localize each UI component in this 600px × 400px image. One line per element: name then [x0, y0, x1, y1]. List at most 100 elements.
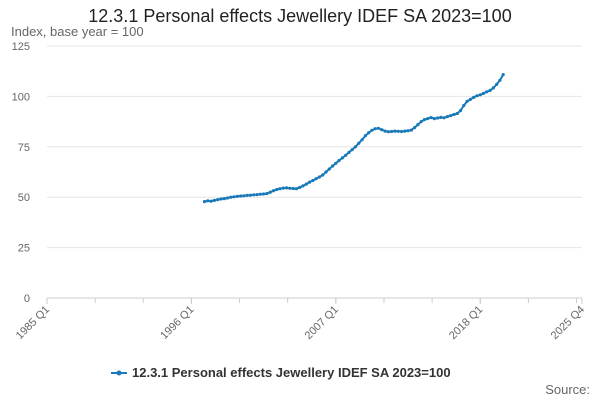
data-point[interactable]	[350, 148, 354, 152]
data-point[interactable]	[248, 193, 253, 197]
data-point[interactable]	[242, 194, 246, 198]
data-point[interactable]	[468, 97, 472, 101]
data-point[interactable]	[311, 178, 315, 183]
data-point[interactable]	[498, 78, 502, 82]
data-point[interactable]	[478, 93, 482, 97]
data-point[interactable]	[265, 192, 269, 196]
data-point[interactable]	[212, 198, 216, 202]
data-point[interactable]	[209, 199, 213, 203]
data-point[interactable]	[491, 86, 495, 90]
data-point[interactable]	[301, 184, 305, 188]
data-point[interactable]	[439, 115, 443, 119]
data-point[interactable]	[232, 195, 236, 199]
data-point[interactable]	[268, 190, 272, 194]
data-point[interactable]	[239, 194, 243, 198]
data-point[interactable]	[360, 138, 364, 142]
data-point[interactable]	[406, 129, 410, 133]
data-point[interactable]	[229, 195, 233, 199]
data-point[interactable]	[419, 120, 423, 124]
data-point[interactable]	[275, 187, 279, 192]
data-point[interactable]	[344, 153, 348, 157]
data-point[interactable]	[222, 197, 226, 201]
data-point[interactable]	[340, 156, 344, 160]
data-point[interactable]	[304, 182, 308, 186]
data-point[interactable]	[403, 129, 407, 133]
data-point[interactable]	[337, 158, 341, 163]
data-point[interactable]	[298, 185, 302, 190]
data-point[interactable]	[285, 186, 289, 190]
data-point[interactable]	[258, 192, 262, 196]
data-point[interactable]	[288, 186, 292, 190]
data-point[interactable]	[353, 145, 358, 149]
data-point[interactable]	[317, 175, 321, 179]
data-point[interactable]	[436, 116, 440, 120]
data-point[interactable]	[452, 112, 456, 117]
data-point[interactable]	[308, 180, 312, 184]
data-point[interactable]	[432, 117, 436, 121]
data-point[interactable]	[422, 118, 427, 122]
data-point[interactable]	[488, 88, 492, 92]
data-point[interactable]	[294, 187, 298, 191]
y-tick-label: 100	[12, 91, 30, 103]
data-point[interactable]	[455, 111, 459, 116]
data-point[interactable]	[472, 95, 476, 99]
data-point[interactable]	[216, 198, 220, 202]
data-point[interactable]	[465, 99, 469, 103]
y-tick-label: 25	[18, 243, 30, 255]
data-point[interactable]	[327, 167, 331, 171]
data-point[interactable]	[278, 187, 282, 191]
data-point[interactable]	[262, 192, 266, 196]
data-point[interactable]	[399, 129, 404, 134]
data-point[interactable]	[367, 131, 371, 135]
data-point[interactable]	[206, 199, 210, 203]
data-point[interactable]	[462, 103, 466, 108]
data-point[interactable]	[426, 117, 430, 121]
data-point[interactable]	[501, 73, 505, 77]
x-axis: 1985 Q1 1996 Q1 2007 Q1 2018 Q1 2025 Q4	[14, 298, 587, 342]
data-point[interactable]	[347, 150, 351, 154]
data-point[interactable]	[357, 141, 361, 145]
data-point[interactable]	[373, 127, 377, 131]
data-point[interactable]	[445, 115, 449, 119]
data-point[interactable]	[449, 114, 453, 118]
data-point[interactable]	[376, 126, 381, 130]
data-point[interactable]	[409, 128, 413, 132]
data-point[interactable]	[383, 129, 387, 133]
y-tick-label: 75	[18, 142, 30, 154]
y-axis-label: Index, base year = 100	[11, 24, 144, 39]
data-point[interactable]	[281, 186, 285, 190]
data-point[interactable]	[380, 128, 384, 132]
data-point[interactable]	[314, 177, 318, 181]
data-point[interactable]	[475, 94, 479, 98]
data-point[interactable]	[255, 193, 259, 197]
data-point[interactable]	[202, 200, 207, 204]
y-axis-ticks: 0 25 50 75 100 125	[12, 41, 30, 305]
data-point[interactable]	[396, 129, 400, 133]
data-point[interactable]	[481, 91, 486, 95]
data-point[interactable]	[363, 134, 367, 138]
data-point[interactable]	[291, 186, 295, 191]
data-point[interactable]	[370, 128, 374, 132]
data-point[interactable]	[245, 193, 249, 197]
data-point[interactable]	[324, 170, 328, 174]
data-point[interactable]	[485, 90, 489, 94]
data-point[interactable]	[321, 173, 325, 177]
data-point[interactable]	[442, 116, 446, 120]
data-point[interactable]	[393, 129, 397, 133]
data-point[interactable]	[225, 196, 230, 200]
data-point[interactable]	[271, 189, 276, 193]
data-point[interactable]	[495, 82, 499, 86]
data-point[interactable]	[331, 164, 335, 168]
data-point[interactable]	[252, 193, 256, 197]
data-point[interactable]	[413, 126, 417, 130]
data-point[interactable]	[219, 197, 223, 201]
data-point[interactable]	[390, 129, 394, 134]
data-point[interactable]	[416, 123, 420, 127]
legend[interactable]: 12.3.1 Personal effects Jewellery IDEF S…	[111, 365, 451, 380]
data-point[interactable]	[459, 108, 463, 113]
series-line	[204, 74, 505, 203]
data-point[interactable]	[386, 130, 390, 134]
data-point[interactable]	[429, 116, 433, 120]
data-point[interactable]	[235, 194, 239, 198]
data-point[interactable]	[334, 161, 338, 165]
